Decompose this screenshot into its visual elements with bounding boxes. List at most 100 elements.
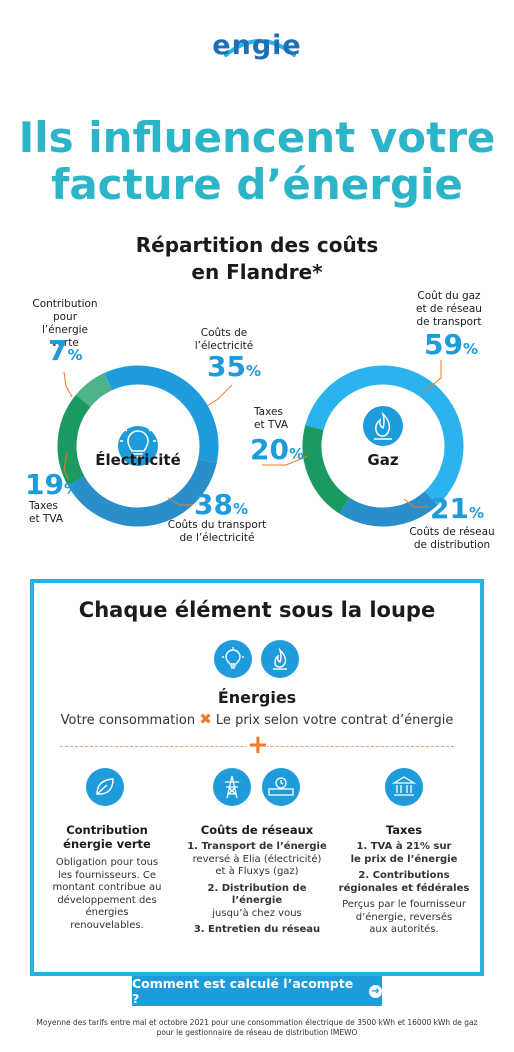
pct-unit: %: [232, 500, 248, 518]
logo-text: engie: [212, 30, 302, 61]
energies-title: Énergies: [217, 688, 297, 707]
label-line: et TVA: [29, 513, 64, 525]
column-text: 1. Transport de l’énergie reversé à Elia…: [185, 841, 329, 937]
flame-icon: [261, 640, 299, 678]
gas-pct-taxes: 20%: [250, 433, 304, 466]
label-line: Coûts de: [200, 327, 248, 339]
label-line: Coût du gaz: [417, 290, 481, 302]
label-line: de l’électricité: [179, 532, 255, 544]
price-text: Le prix selon votre contrat d’énergie: [215, 713, 454, 728]
label-line: et TVA: [254, 419, 289, 431]
pct-unit: %: [288, 445, 304, 463]
text-line: d’énergie, reversés: [355, 911, 453, 923]
consumption-text: Votre consommation: [60, 713, 196, 728]
text-line: 1. Transport de l’énergie: [187, 841, 327, 852]
gas-meter-icon: [262, 768, 300, 806]
leader-line: [403, 498, 428, 508]
power-pylon-icon: [213, 768, 251, 806]
label-line: Taxes: [29, 500, 58, 512]
text-line: jusqu’à chez vous: [212, 907, 302, 919]
leader-line: [63, 371, 73, 398]
pct-unit: %: [67, 346, 83, 364]
text-line: 3. Entretien du réseau: [193, 924, 321, 935]
text-line: régionales et fédérales: [338, 882, 470, 894]
electricity-center-label: Électricité: [95, 451, 181, 469]
column-title: Taxes: [385, 823, 423, 837]
donut-segment: [305, 365, 464, 506]
headline-line-2: facture d’énergie: [51, 160, 463, 209]
label-line: de transport: [416, 316, 482, 328]
times-icon: ✖: [199, 710, 212, 728]
elec-pct-transport: 38%: [194, 488, 248, 521]
text-line: montant contribue au: [52, 882, 162, 893]
leader-line: [63, 452, 69, 480]
arrow-right-icon: ➔: [369, 984, 382, 998]
text-line: développement des: [57, 894, 157, 906]
gas-center-label: Gaz: [367, 451, 399, 469]
pct-value: 35: [207, 350, 246, 383]
pct-value: 59: [424, 328, 463, 361]
gas-label-gas-cost: Coût du gaz et de réseau de transport: [406, 290, 492, 329]
text-line: Obligation pour tous: [55, 857, 159, 868]
pct-value: 19: [25, 468, 64, 501]
pct-unit: %: [63, 480, 79, 498]
lightbulb-icon-bg: [118, 426, 158, 466]
section-title-line-2: en Flandre*: [191, 260, 323, 284]
leader-line: [262, 455, 309, 466]
column-green-contribution: Contribution énergie verte Obligation po…: [52, 823, 162, 932]
footnote-line: Moyenne des tarifs entre mai et octobre …: [36, 1018, 478, 1027]
flame-icon: [374, 411, 392, 440]
text-line: Perçus par le fournisseur: [342, 899, 466, 910]
elec-label-energy-cost: Coûts de l’électricité: [181, 327, 267, 353]
page-headline: Ils influencent votre facture d’énergie: [0, 114, 514, 208]
label-line: Contribution: [32, 298, 98, 310]
elec-pct-energy-cost: 35%: [207, 350, 261, 383]
donut-segment: [339, 491, 438, 527]
column-taxes: Taxes 1. TVA à 21% sur le prix de l’éner…: [338, 823, 470, 937]
section-title-line-1: Répartition des coûts: [135, 233, 379, 257]
gas-label-taxes: Taxes et TVA: [254, 406, 288, 432]
donut-segment: [302, 425, 350, 514]
label-line: de distribution: [413, 539, 491, 551]
lightbulb-icon: [120, 423, 156, 458]
text-line: aux autorités.: [369, 924, 439, 935]
footnote: Moyenne des tarifs entre mai et octobre …: [0, 1018, 514, 1038]
deposit-calculation-button[interactable]: Comment est calculé l’acompte ? ➔: [132, 976, 382, 1006]
pct-value: 20: [250, 433, 289, 466]
section-title: Répartition des coûts en Flandre*: [0, 232, 514, 286]
title-line: énergie verte: [63, 837, 151, 851]
details-title: Chaque élément sous la loupe: [78, 598, 436, 622]
text-line: 1. TVA à 21% sur: [356, 841, 452, 852]
chart-leader-lines: [63, 360, 442, 508]
label-line: et de réseau: [416, 303, 482, 315]
cta-label: Comment est calculé l’acompte ?: [132, 976, 354, 1006]
logo-arc-icon: [224, 39, 296, 57]
leaf-icon: [86, 768, 124, 806]
column-title: Contribution énergie verte: [52, 823, 162, 851]
elec-pct-green-contribution: 7%: [48, 334, 83, 367]
column-network-costs: Coûts de réseaux 1. Transport de l’énerg…: [185, 823, 329, 937]
pct-unit: %: [245, 362, 261, 380]
electricity-donut-chart: [57, 365, 219, 527]
gas-pct-gas-cost: 59%: [424, 328, 478, 361]
text-line: 2. Distribution de l’énergie: [207, 882, 307, 907]
gas-donut-chart: [302, 365, 464, 527]
pct-value: 38: [194, 488, 233, 521]
text-line: reversé à Elia (électricité): [192, 853, 322, 865]
text-line: énergies renouvelables.: [70, 907, 144, 931]
elec-pct-taxes: 19%: [25, 468, 79, 501]
label-line: Coûts de réseau: [409, 526, 495, 538]
donut-segment: [57, 394, 91, 486]
label-line: Taxes: [254, 406, 283, 418]
label-line: pour l’énergie: [41, 311, 88, 336]
gas-label-distribution: Coûts de réseau de distribution: [404, 526, 500, 552]
pct-value: 7: [48, 334, 68, 367]
footnote-line: pour le gestionnaire de réseau de distri…: [156, 1028, 358, 1037]
label-line: Coûts du transport: [167, 519, 267, 531]
gas-pct-distribution: 21%: [430, 492, 484, 525]
text-line: les fournisseurs. Ce: [57, 869, 157, 881]
engie-logo: engie: [0, 30, 514, 61]
elec-label-taxes: Taxes et TVA: [29, 500, 63, 526]
title-line: Contribution: [66, 823, 148, 837]
donut-segment: [75, 373, 113, 408]
